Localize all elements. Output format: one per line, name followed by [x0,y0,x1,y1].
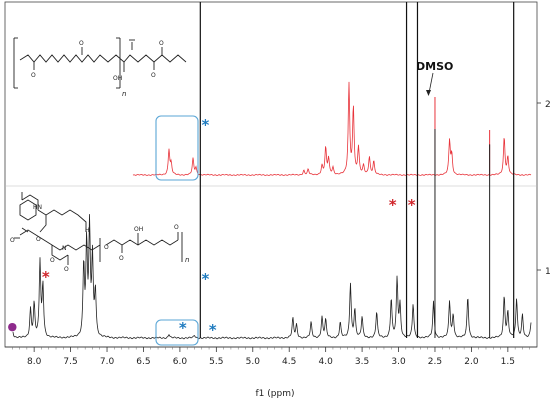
purple-dot-marker: ● [7,320,17,333]
vinyl-region-box-top [155,115,199,181]
svg-text:DMSO: DMSO [416,60,453,73]
star-marker-7: * [42,268,50,286]
x-tick-label-6: 5.0 [246,357,261,367]
svg-text:O: O [10,237,15,244]
structure-polymer-2 [14,192,183,265]
svg-text:O: O [104,244,109,251]
x-tick-label-13: 1.5 [501,357,515,367]
svg-text:OH: OH [134,226,143,233]
stack-label-2: 2 [537,100,550,110]
svg-text:n: n [122,90,126,98]
svg-text:O: O [31,72,36,79]
x-tick-label-9: 3.5 [355,357,369,367]
x-tick-label-4: 6.0 [173,357,188,367]
structure-1-labels: O O OH O O n [31,40,164,98]
svg-text:H: H [85,227,90,234]
tall-solvent-lines [199,2,515,338]
svg-text:O: O [174,224,179,231]
svg-text:O: O [36,236,41,243]
vinyl-region-box-bottom [155,319,199,346]
structure-polymer-1 [13,37,187,89]
svg-text:2: 2 [545,100,550,110]
svg-text:n: n [185,256,189,264]
x-tick-label-12: 2.0 [464,357,479,367]
svg-text:O: O [50,257,55,264]
spectrum-trace-2 [132,81,532,177]
svg-text:O: O [159,40,164,47]
structure-2-labels: HN H N O O O O O OH O O n [10,204,189,273]
annotations: * * * * * * * ● [7,116,415,339]
x-tick-label-3: 6.5 [136,357,150,367]
svg-text:OH: OH [113,75,122,82]
star-marker-1: * [201,116,209,134]
dmso-label: DMSO [416,60,453,96]
x-tick-label-10: 3.0 [391,357,406,367]
svg-text:O: O [79,40,84,47]
x-tick-label-11: 2.5 [428,357,442,367]
spectrum-trace-1 [12,214,532,340]
svg-text:HN: HN [33,204,42,211]
svg-text:1: 1 [545,267,550,277]
star-marker-5: * [389,196,397,214]
x-axis: 8.0 7.5 7.0 6.5 6.0 5.5 5.0 4.5 4.0 3.5 3.0 2.5 2.0 1… [5,346,537,367]
star-marker-4: * [209,321,217,339]
star-marker-3: * [179,319,187,337]
svg-text:O: O [151,72,156,79]
svg-text:O: O [64,266,69,273]
svg-text:O: O [119,255,124,262]
star-marker-2: * [201,270,209,288]
x-tick-label-7: 4.5 [282,357,296,367]
x-tick-label-5: 5.5 [209,357,223,367]
star-marker-6: * [408,196,416,214]
x-tick-label-1: 7.5 [63,357,77,367]
stack-label-1: 1 [537,267,550,277]
sharp-peak-lines [434,97,491,338]
x-axis-label: f1 (ppm) [256,389,295,399]
x-tick-label-8: 4.0 [318,357,333,367]
x-tick-label-2: 7.0 [100,357,115,367]
x-tick-label-0: 8.0 [27,357,42,367]
svg-text:N: N [62,245,67,252]
